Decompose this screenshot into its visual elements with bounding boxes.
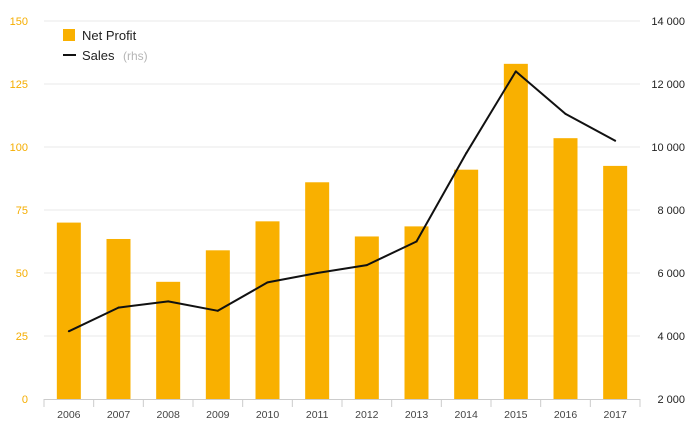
bar-2009: [205, 250, 230, 399]
sales-point-2008: [167, 300, 170, 303]
x-tick-2009: 2009: [206, 409, 230, 421]
legend-label-sales: Sales: [82, 48, 115, 63]
y-right-tick-14000: 14 000: [651, 16, 685, 28]
x-tick-2007: 2007: [107, 409, 131, 421]
y-right-tick-12000: 12 000: [651, 79, 685, 91]
sales-point-2009: [216, 309, 219, 312]
y-right-tick-10000: 10 000: [651, 142, 685, 154]
bar-2013: [404, 226, 429, 399]
bar-2006: [56, 222, 81, 399]
sales-point-2016: [564, 112, 567, 115]
y-left-tick-75: 75: [16, 205, 28, 217]
x-tick-2011: 2011: [306, 409, 329, 421]
bars: [56, 63, 628, 400]
bar-2010: [255, 221, 280, 399]
legend-label-net-profit: Net Profit: [82, 28, 137, 43]
bar-2011: [305, 182, 330, 399]
y-left-tick-25: 25: [16, 331, 28, 343]
sales-point-2010: [266, 281, 269, 284]
y-left-tick-150: 150: [10, 16, 28, 28]
y-left-tick-0: 0: [22, 394, 28, 406]
sales-line: [68, 70, 616, 333]
y-right-tick-8000: 8 000: [657, 205, 685, 217]
sales-line-group: [67, 70, 617, 333]
y-left-tick-100: 100: [10, 142, 28, 154]
axes: 0 25 50 75 100 125 150 2 000 4 000 6 000 8 000 10 0…: [10, 16, 685, 421]
x-tick-2017: 2017: [603, 409, 627, 421]
bar-2008: [156, 281, 181, 399]
bar-2007: [106, 238, 131, 399]
bar-2014: [454, 169, 479, 399]
x-tick-2016: 2016: [554, 409, 578, 421]
bar-2015: [503, 63, 528, 400]
legend-label-sales-note: (rhs): [123, 49, 148, 63]
bar-2012: [354, 236, 379, 399]
x-tick-2015: 2015: [504, 409, 528, 421]
y-left-tick-125: 125: [10, 79, 28, 91]
sales-point-2014: [465, 152, 468, 155]
x-tick-2008: 2008: [156, 409, 180, 421]
y-right-tick-2000: 2 000: [657, 394, 685, 406]
legend-swatch-net-profit: [63, 29, 75, 41]
y-left-tick-50: 50: [16, 268, 28, 280]
sales-point-2017: [614, 139, 617, 142]
legend: Net Profit Sales (rhs): [63, 28, 148, 64]
x-tick-2014: 2014: [454, 409, 478, 421]
sales-point-2012: [365, 264, 368, 267]
sales-point-2006: [67, 330, 70, 333]
gridlines: [44, 20, 640, 337]
x-tick-2006: 2006: [57, 409, 81, 421]
sales-point-2007: [117, 306, 120, 309]
y-right-tick-6000: 6 000: [657, 268, 685, 280]
y-right-tick-4000: 4 000: [657, 331, 685, 343]
x-tick-2010: 2010: [256, 409, 280, 421]
bar-2017: [603, 165, 628, 399]
legend-label-sales-group: Sales (rhs): [82, 47, 148, 64]
bar-2016: [553, 138, 578, 399]
x-tick-2013: 2013: [405, 409, 429, 421]
sales-point-2015: [514, 70, 517, 73]
x-tick-2012: 2012: [355, 409, 379, 421]
sales-point-2013: [415, 240, 418, 243]
sales-point-2011: [316, 272, 319, 274]
